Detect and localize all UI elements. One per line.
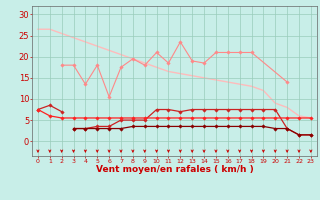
X-axis label: Vent moyen/en rafales ( km/h ): Vent moyen/en rafales ( km/h ) — [96, 165, 253, 174]
